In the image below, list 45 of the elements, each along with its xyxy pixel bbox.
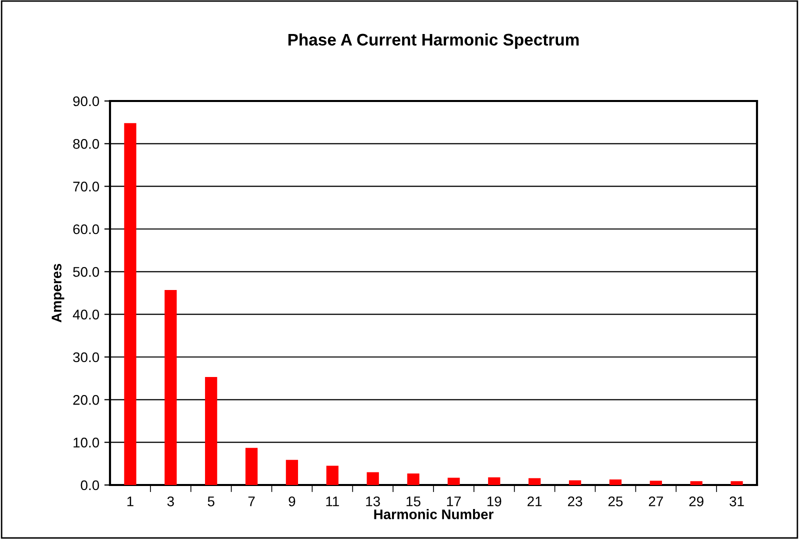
y-tick-label: 50.0: [73, 267, 100, 277]
bar: [568, 480, 582, 485]
x-tick-label: 3: [167, 496, 174, 506]
y-tick-label: 30.0: [73, 352, 100, 362]
bar: [730, 481, 743, 485]
x-tick-label: 21: [528, 496, 542, 506]
y-tick-label: 70.0: [73, 182, 100, 192]
x-tick-label: 11: [326, 496, 339, 506]
bar: [366, 472, 379, 485]
x-tick-label: 9: [288, 496, 296, 506]
x-tick-label: 7: [248, 496, 255, 506]
y-tick-label: 60.0: [73, 224, 100, 234]
x-tick-label: 25: [608, 496, 623, 506]
bar: [448, 478, 460, 485]
x-tick-label: 15: [406, 496, 420, 506]
chart-title: Phase A Current Harmonic Spectrum: [288, 33, 579, 49]
bar: [690, 481, 702, 485]
bar: [245, 448, 258, 485]
bar: [205, 377, 218, 485]
x-tick-label: 17: [447, 496, 461, 506]
bar: [326, 466, 338, 485]
y-tick-label: 0.0: [80, 480, 100, 490]
y-tick-label: 90.0: [73, 96, 100, 106]
y-tick-label: 40.0: [72, 310, 100, 320]
x-tick-label: 31: [730, 496, 744, 506]
bar: [488, 477, 500, 485]
x-tick-label: 27: [648, 496, 663, 506]
bar: [528, 478, 541, 485]
x-tick-label: 19: [487, 496, 502, 506]
bar: [407, 473, 420, 485]
bar: [609, 479, 622, 485]
x-tick-label: 23: [568, 496, 582, 506]
bar: [650, 480, 662, 485]
x-tick-label: 13: [366, 496, 380, 506]
bar: [164, 290, 177, 485]
y-tick-label: 10.0: [74, 438, 100, 448]
x-axis-title: Harmonic Number: [374, 509, 494, 520]
y-tick-label: 80.0: [73, 139, 100, 149]
x-tick-label: 29: [689, 496, 704, 506]
bar: [286, 460, 298, 485]
x-tick-label: 5: [208, 496, 214, 506]
y-axis-title: Amperes: [52, 264, 64, 322]
y-tick-label: 20.0: [73, 395, 100, 405]
bar: [124, 123, 136, 485]
x-tick-label: 1: [127, 496, 134, 506]
